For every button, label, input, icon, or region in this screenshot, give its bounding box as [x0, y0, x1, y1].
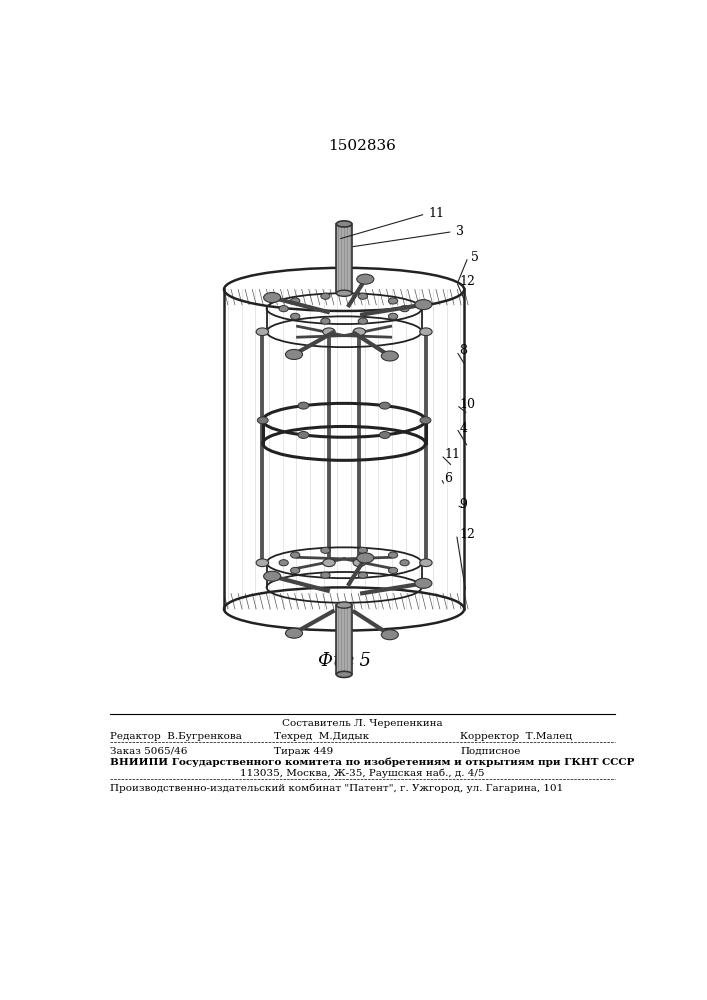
Ellipse shape [279, 560, 288, 566]
Ellipse shape [257, 417, 268, 424]
Ellipse shape [286, 349, 303, 359]
Text: Заказ 5065/46: Заказ 5065/46 [110, 747, 187, 756]
Text: 6: 6 [444, 472, 452, 485]
Ellipse shape [381, 630, 398, 640]
Text: 1502836: 1502836 [328, 139, 396, 153]
Text: Фиг 5: Фиг 5 [317, 652, 370, 670]
Ellipse shape [358, 547, 368, 553]
Ellipse shape [380, 402, 390, 409]
Text: 11: 11 [428, 207, 445, 220]
Text: 113035, Москва, Ж-35, Раушская наб., д. 4/5: 113035, Москва, Ж-35, Раушская наб., д. … [240, 768, 484, 778]
Text: 10: 10 [460, 398, 476, 411]
Ellipse shape [291, 313, 300, 319]
Ellipse shape [388, 552, 397, 558]
Ellipse shape [321, 318, 330, 324]
Ellipse shape [353, 559, 366, 567]
Ellipse shape [381, 351, 398, 361]
Ellipse shape [380, 432, 390, 438]
Ellipse shape [323, 559, 335, 567]
Ellipse shape [337, 602, 352, 608]
Ellipse shape [337, 221, 352, 227]
Text: Производственно-издательский комбинат "Патент", г. Ужгород, ул. Гагарина, 101: Производственно-издательский комбинат "П… [110, 784, 563, 793]
Ellipse shape [256, 328, 269, 336]
Ellipse shape [358, 318, 368, 324]
Ellipse shape [353, 328, 366, 336]
Ellipse shape [358, 572, 368, 578]
Ellipse shape [388, 567, 397, 574]
Text: Подписное: Подписное [460, 747, 521, 756]
Ellipse shape [337, 290, 352, 296]
Ellipse shape [357, 553, 374, 563]
Ellipse shape [264, 293, 281, 303]
Ellipse shape [415, 578, 432, 588]
Text: Техред  М.Дидык: Техред М.Дидык [274, 732, 370, 741]
Ellipse shape [415, 300, 432, 310]
Ellipse shape [321, 293, 330, 299]
Ellipse shape [264, 571, 281, 581]
Ellipse shape [420, 328, 432, 336]
Ellipse shape [291, 552, 300, 558]
Ellipse shape [256, 559, 269, 567]
Ellipse shape [298, 402, 309, 409]
Ellipse shape [291, 298, 300, 304]
Ellipse shape [400, 560, 409, 566]
Text: 9: 9 [460, 498, 467, 512]
Ellipse shape [358, 293, 368, 299]
Ellipse shape [279, 306, 288, 312]
Ellipse shape [321, 572, 330, 578]
Text: 8: 8 [460, 344, 467, 358]
Ellipse shape [291, 567, 300, 574]
Ellipse shape [321, 547, 330, 553]
Ellipse shape [388, 313, 397, 319]
Ellipse shape [420, 417, 431, 424]
Text: 12: 12 [460, 528, 476, 541]
Text: Редактор  В.Бугренкова: Редактор В.Бугренкова [110, 732, 242, 741]
Ellipse shape [323, 328, 335, 336]
Ellipse shape [286, 628, 303, 638]
Text: Тираж 449: Тираж 449 [274, 747, 334, 756]
FancyBboxPatch shape [337, 605, 352, 674]
Text: Составитель Л. Черепенкина: Составитель Л. Черепенкина [281, 719, 443, 728]
Text: ВНИИПИ Государственного комитета по изобретениям и открытиям при ГКНТ СССР: ВНИИПИ Государственного комитета по изоб… [110, 758, 634, 767]
Text: 12: 12 [460, 275, 476, 288]
Text: 11: 11 [444, 448, 460, 461]
Text: Корректор  Т.Малец: Корректор Т.Малец [460, 732, 573, 741]
Ellipse shape [357, 274, 374, 284]
Ellipse shape [388, 298, 397, 304]
Ellipse shape [298, 432, 309, 438]
Text: 5: 5 [472, 251, 479, 264]
Ellipse shape [420, 559, 432, 567]
Ellipse shape [337, 671, 352, 677]
FancyBboxPatch shape [337, 224, 352, 293]
Text: 3: 3 [456, 225, 464, 238]
Text: 4: 4 [460, 422, 467, 434]
Ellipse shape [400, 306, 409, 312]
